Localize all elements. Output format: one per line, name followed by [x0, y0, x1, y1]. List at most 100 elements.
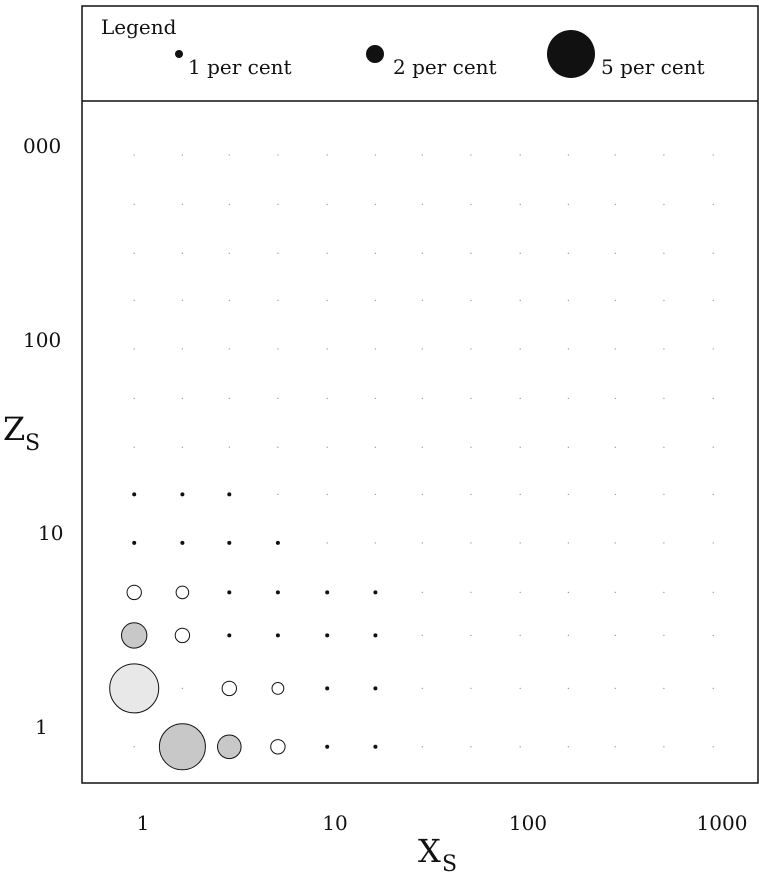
grid-dot [614, 634, 616, 637]
x-axis-title: X S [418, 832, 457, 873]
grid-dot [519, 493, 521, 496]
grid-dot [277, 348, 279, 350]
grid-dot [567, 299, 570, 302]
data-point [132, 540, 137, 545]
x-tick-label: 100 [509, 811, 547, 835]
grid-dot [133, 203, 135, 206]
data-point [227, 633, 232, 638]
grid-dot [374, 203, 377, 206]
grid-dot [277, 252, 279, 254]
grid-dot [567, 203, 570, 206]
grid-dot [614, 542, 616, 544]
grid-dot [181, 687, 184, 690]
data-point [227, 492, 232, 497]
data-point [325, 686, 330, 691]
grid-dot [470, 203, 472, 206]
grid-dot [470, 746, 472, 748]
grid-dots [133, 154, 714, 748]
y-axis-title-main: Z [3, 410, 25, 448]
grid-dot [663, 446, 665, 448]
y-tick-label: 10 [38, 521, 63, 545]
grid-dot [712, 746, 714, 748]
data-point [121, 622, 148, 649]
grid-dot [470, 299, 472, 302]
grid-dot [277, 203, 279, 206]
grid-dot [181, 446, 184, 448]
grid-dot [470, 252, 472, 254]
grid-dot [519, 252, 521, 254]
data-point [270, 739, 286, 755]
data-point [174, 627, 191, 644]
data-point [373, 686, 378, 691]
grid-dot [326, 203, 328, 206]
grid-dot [519, 299, 521, 302]
data-point [221, 680, 238, 697]
grid-dot [228, 348, 230, 350]
grid-dot [374, 154, 377, 156]
grid-dot [567, 634, 570, 637]
grid-dot [567, 348, 570, 350]
x-axis-title-sub: S [442, 852, 457, 873]
grid-dot [470, 348, 472, 350]
grid-dot [663, 542, 665, 544]
grid-dot [712, 299, 714, 302]
grid-dot [614, 493, 616, 496]
grid-dot [181, 299, 184, 302]
data-points [109, 492, 378, 771]
grid-dot [663, 397, 665, 400]
x-axis-title-main: X [418, 832, 441, 870]
data-point [227, 590, 232, 595]
grid-dot [228, 397, 230, 400]
plot-frame [81, 5, 759, 784]
grid-dot [277, 493, 279, 496]
grid-dot [614, 203, 616, 206]
grid-dot [374, 348, 377, 350]
grid-dot [326, 397, 328, 400]
y-tick-label: 1 [35, 715, 48, 739]
grid-dot [663, 493, 665, 496]
grid-dot [614, 348, 616, 350]
legend-label-2: 2 per cent [393, 55, 497, 79]
y-axis-title-sub: S [25, 431, 40, 456]
data-point [275, 540, 280, 545]
grid-dot [519, 154, 521, 156]
grid-dot [519, 542, 521, 544]
grid-dot [519, 634, 521, 637]
grid-dot [712, 252, 714, 254]
grid-dot [663, 591, 665, 594]
grid-dot [326, 252, 328, 254]
grid-dot [663, 687, 665, 690]
grid-dot [133, 397, 135, 400]
data-point [325, 633, 330, 638]
grid-dot [326, 154, 328, 156]
grid-dot [614, 299, 616, 302]
grid-dot [470, 687, 472, 690]
grid-dot [277, 154, 279, 156]
grid-dot [421, 746, 423, 748]
grid-dot [519, 348, 521, 350]
grid-dot [277, 299, 279, 302]
grid-dot [663, 154, 665, 156]
legend-label-1: 1 per cent [188, 55, 292, 79]
grid-dot [133, 446, 135, 448]
grid-dot [421, 687, 423, 690]
grid-dot [421, 446, 423, 448]
legend-marker-5 [547, 30, 595, 78]
grid-dot [712, 348, 714, 350]
grid-dot [133, 348, 135, 350]
y-axis-ticks: 000 100 10 1 [23, 134, 63, 739]
grid-dot [663, 252, 665, 254]
grid-dot [181, 397, 184, 400]
grid-dot [519, 687, 521, 690]
y-axis-title: Z S [3, 410, 40, 456]
grid-dot [421, 542, 423, 544]
grid-dot [421, 252, 423, 254]
grid-dot [567, 746, 570, 748]
grid-dot [470, 154, 472, 156]
data-point [373, 633, 378, 638]
grid-dot [374, 299, 377, 302]
grid-dot [133, 299, 135, 302]
grid-dot [614, 397, 616, 400]
legend-label-5: 5 per cent [601, 55, 705, 79]
